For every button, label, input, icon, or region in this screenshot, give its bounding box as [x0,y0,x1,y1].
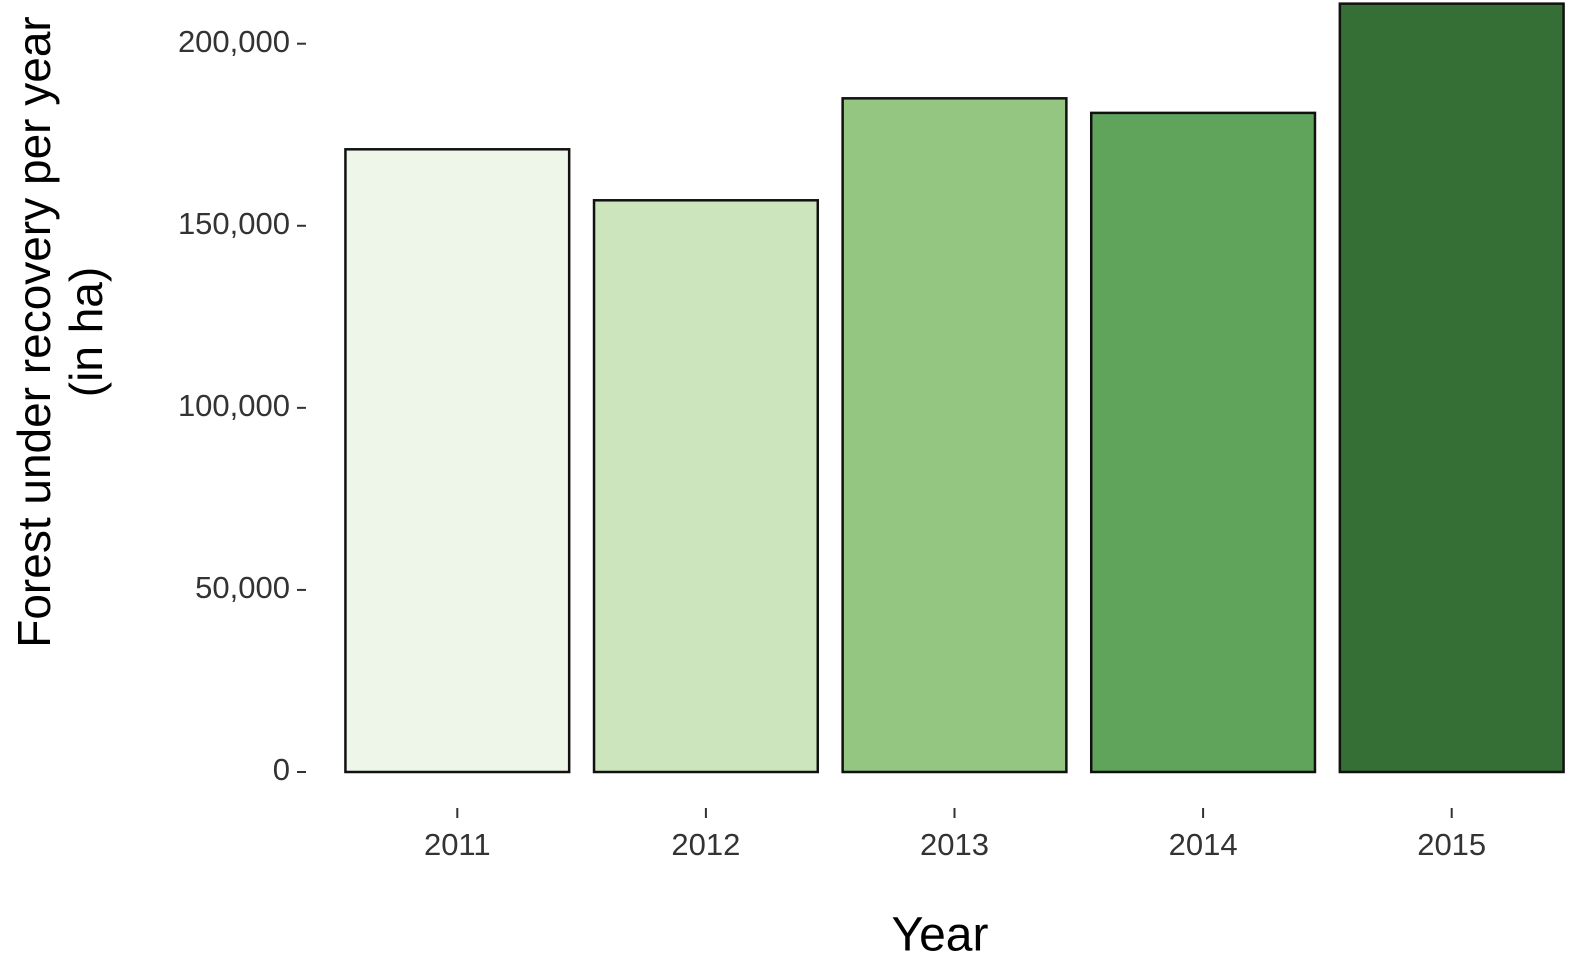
x-tick-label: 2014 [1169,827,1238,862]
bar [841,97,1068,774]
y-tick-label: 150,000 [178,206,290,241]
y-tick-label: 100,000 [178,388,290,423]
x-axis-title: Year [892,909,989,962]
y-tick-label: 50,000 [195,570,290,605]
y-axis-title: Forest under recovery per year (in ha) [8,16,112,648]
x-tick-label: 2011 [424,827,491,862]
bar [592,199,820,774]
bar [1338,2,1565,774]
x-tick-label: 2015 [1417,827,1486,862]
x-tick-label: 2013 [920,827,989,862]
y-tick-label: 200,000 [178,24,290,59]
bar [1089,111,1317,774]
y-tick-label: 0 [273,752,290,787]
x-tick-label: 2012 [671,827,740,862]
bar [344,148,571,774]
